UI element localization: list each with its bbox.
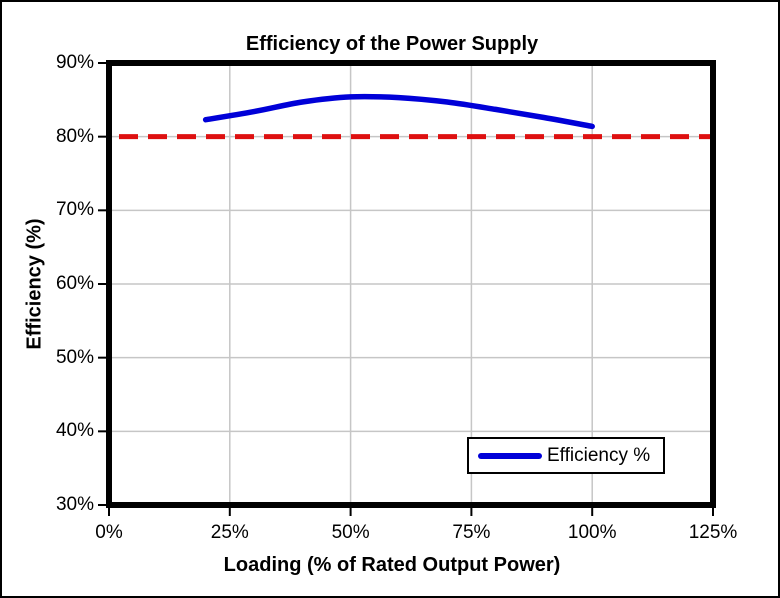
x-tick-label: 100% (567, 522, 617, 543)
y-tick-label: 50% (55, 346, 94, 368)
x-tick-label: 25% (210, 522, 249, 543)
x-tick-label: 0% (95, 522, 123, 543)
legend-line-sample (478, 452, 542, 459)
x-tick-label: 75% (452, 522, 491, 543)
y-tick-label: 80% (55, 125, 94, 147)
y-tick-label: 90% (55, 52, 94, 73)
x-tick-label: 50% (331, 522, 370, 543)
legend: Efficiency % (467, 437, 665, 474)
x-tick-label: 125% (688, 522, 738, 543)
y-tick-label: 30% (55, 494, 94, 515)
legend-label: Efficiency % (547, 444, 651, 466)
axis-frame (106, 60, 716, 508)
efficiency-curve (202, 93, 595, 130)
chart-title: Efficiency of the Power Supply (245, 33, 539, 55)
y-tick-label: 70% (55, 199, 94, 221)
y-tick-label: 40% (55, 420, 94, 442)
y-tick-label: 60% (55, 273, 94, 294)
x-axis-title: Loading (% of Rated Output Power) (223, 554, 561, 576)
